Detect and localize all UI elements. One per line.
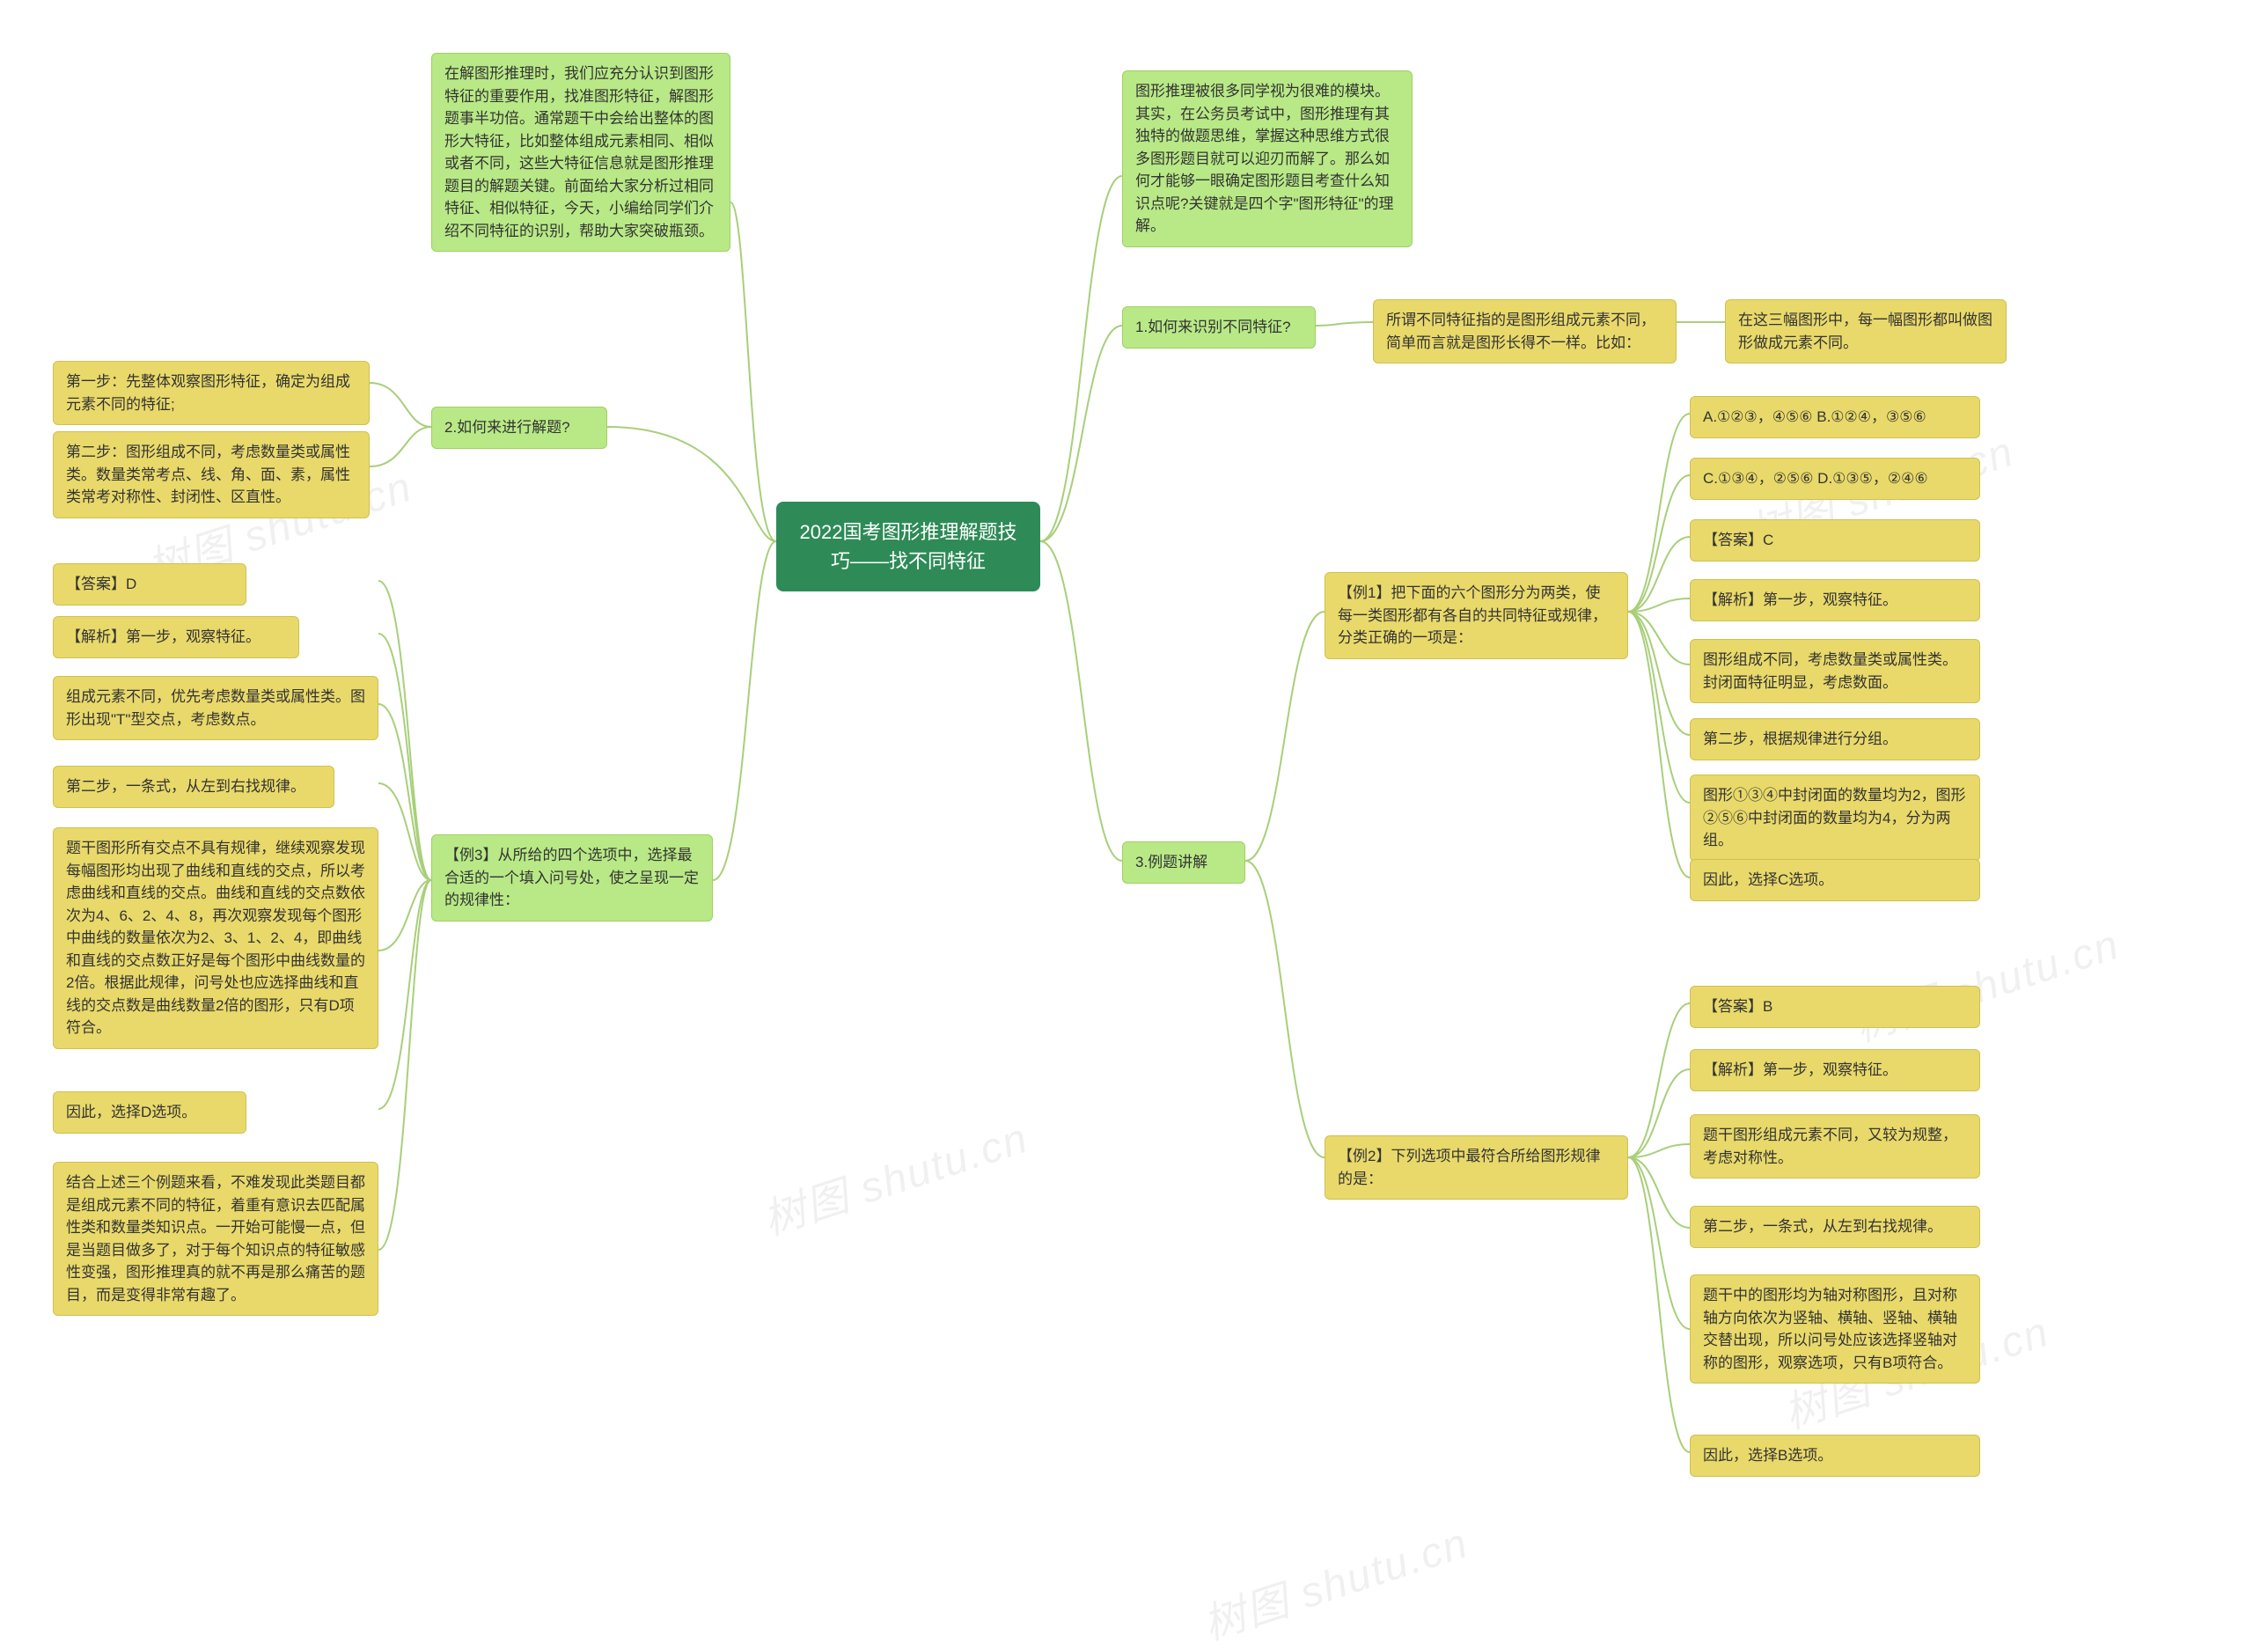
ex2-text: 【例2】下列选项中最符合所给图形规律的是： xyxy=(1325,1135,1628,1200)
q1-child1-child: 在这三幅图形中，每一幅图形都叫做图形做成元素不同。 xyxy=(1725,299,2007,363)
ex2-item-5: 因此，选择B选项。 xyxy=(1690,1435,1980,1477)
ex3-item-4: 题干图形所有交点不具有规律，继续观察发现每幅图形均出现了曲线和直线的交点，所以考… xyxy=(53,827,378,1049)
ex2-item-0: 【答案】B xyxy=(1690,986,1980,1028)
ex3-item-0: 【答案】D xyxy=(53,563,246,606)
ex1-item-7: 因此，选择C选项。 xyxy=(1690,859,1980,901)
ex1-item-6: 图形①③④中封闭面的数量均为2，图形②⑤⑥中封闭面的数量均为4，分为两组。 xyxy=(1690,775,1980,862)
right-intro: 图形推理被很多同学视为很难的模块。其实，在公务员考试中，图形推理有其独特的做题思… xyxy=(1122,70,1413,247)
q1-child1: 所谓不同特征指的是图形组成元素不同，简单而言就是图形长得不一样。比如： xyxy=(1373,299,1677,363)
ex3-text: 【例3】从所给的四个选项中，选择最合适的一个填入问号处，使之呈现一定的规律性： xyxy=(431,834,713,921)
left-intro: 在解图形推理时，我们应充分认识到图形特征的重要作用，找准图形特征，解图形题事半功… xyxy=(431,53,730,252)
root-node: 2022国考图形推理解题技巧——找不同特征 xyxy=(776,502,1040,591)
q1-title: 1.如何来识别不同特征? xyxy=(1122,306,1316,349)
q2-step2: 第二步：图形组成不同，考虑数量类或属性类。数量类常考点、线、角、面、素，属性类常… xyxy=(53,431,370,518)
ex3-item-6: 结合上述三个例题来看，不难发现此类题目都是组成元素不同的特征，着重有意识去匹配属… xyxy=(53,1162,378,1316)
ex2-item-4: 题干中的图形均为轴对称图形，且对称轴方向依次为竖轴、横轴、竖轴、横轴交替出现，所… xyxy=(1690,1274,1980,1384)
ex1-item-5: 第二步，根据规律进行分组。 xyxy=(1690,718,1980,760)
q2-title: 2.如何来进行解题? xyxy=(431,407,607,449)
ex3-item-3: 第二步，一条式，从左到右找规律。 xyxy=(53,766,334,808)
watermark: 树图 shutu.cn xyxy=(754,1103,1035,1246)
ex1-item-4: 图形组成不同，考虑数量类或属性类。封闭面特征明显，考虑数面。 xyxy=(1690,639,1980,703)
ex1-item-2: 【答案】C xyxy=(1690,519,1980,562)
ex1-item-3: 【解析】第一步，观察特征。 xyxy=(1690,579,1980,621)
ex3-item-2: 组成元素不同，优先考虑数量类或属性类。图形出现"T"型交点，考虑数点。 xyxy=(53,676,378,740)
ex3-item-5: 因此，选择D选项。 xyxy=(53,1091,246,1134)
ex1-item-1: C.①③④，②⑤⑥ D.①③⑤，②④⑥ xyxy=(1690,458,1980,500)
ex2-item-2: 题干图形组成元素不同，又较为规整，考虑对称性。 xyxy=(1690,1114,1980,1178)
ex1-text: 【例1】把下面的六个图形分为两类，使每一类图形都有各自的共同特征或规律，分类正确… xyxy=(1325,572,1628,659)
ex2-item-3: 第二步，一条式，从左到右找规律。 xyxy=(1690,1206,1980,1248)
ex3-item-1: 【解析】第一步，观察特征。 xyxy=(53,616,299,658)
watermark: 树图 shutu.cn xyxy=(1846,909,2126,1053)
ex2-item-1: 【解析】第一步，观察特征。 xyxy=(1690,1049,1980,1091)
ex1-item-0: A.①②③，④⑤⑥ B.①②④，③⑤⑥ xyxy=(1690,396,1980,438)
q2-step1: 第一步：先整体观察图形特征，确定为组成元素不同的特征; xyxy=(53,361,370,425)
watermark: 树图 shutu.cn xyxy=(1194,1508,1475,1651)
q3-title: 3.例题讲解 xyxy=(1122,841,1245,884)
